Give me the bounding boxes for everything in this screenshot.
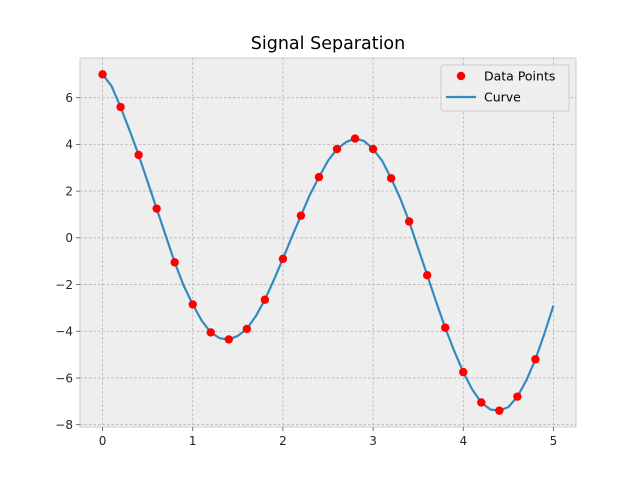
legend-label-curve: Curve — [484, 90, 521, 105]
y-tick-label: 2 — [65, 184, 73, 198]
data-point — [495, 406, 504, 415]
data-point — [296, 211, 306, 220]
data-point — [134, 150, 143, 160]
data-point — [242, 324, 252, 334]
data-point — [368, 144, 378, 154]
data-point — [423, 271, 432, 280]
data-point — [116, 102, 125, 112]
data-point — [459, 367, 468, 377]
data-point — [441, 323, 450, 332]
legend-box — [440, 64, 570, 112]
data-point — [224, 335, 233, 344]
x-tick-label: 3 — [369, 434, 377, 448]
data-point — [206, 328, 215, 337]
series-layer — [98, 70, 555, 415]
plot-area — [79, 57, 577, 428]
data-point — [98, 70, 107, 79]
y-tick-label: 0 — [65, 231, 73, 245]
x-tick-label: 5 — [550, 434, 558, 448]
data-point — [350, 134, 360, 143]
data-point — [477, 398, 486, 407]
legend-marker-data-points — [456, 71, 466, 81]
data-point — [188, 300, 197, 309]
legend: Data Points Curve — [440, 64, 570, 112]
data-point — [386, 174, 396, 183]
chart-title: Signal Separation — [251, 34, 405, 54]
data-point — [260, 295, 270, 304]
x-axis-ticks: 0 1 2 3 4 5 — [99, 427, 558, 448]
x-tick-label: 2 — [279, 434, 287, 448]
y-tick-label: −6 — [55, 371, 73, 385]
data-point — [332, 144, 342, 154]
x-tick-label: 0 — [99, 434, 107, 448]
y-tick-label: 6 — [65, 91, 73, 105]
data-point — [513, 392, 522, 401]
y-tick-label: −8 — [55, 418, 73, 432]
data-point — [531, 355, 540, 364]
data-point — [170, 258, 179, 267]
y-tick-label: 4 — [65, 138, 73, 152]
data-point — [314, 172, 324, 182]
data-point — [404, 217, 414, 226]
y-tick-label: −4 — [55, 325, 73, 339]
data-point — [278, 254, 288, 264]
y-tick-label: −2 — [55, 278, 73, 292]
grid-lines — [80, 58, 576, 427]
series-line-curve — [101, 73, 555, 412]
x-tick-label: 1 — [189, 434, 197, 448]
y-axis-ticks: −8 −6 −4 −2 0 2 4 6 — [55, 91, 80, 432]
legend-label-data-points: Data Points — [484, 69, 555, 84]
x-tick-label: 4 — [459, 434, 467, 448]
data-point — [152, 204, 161, 213]
